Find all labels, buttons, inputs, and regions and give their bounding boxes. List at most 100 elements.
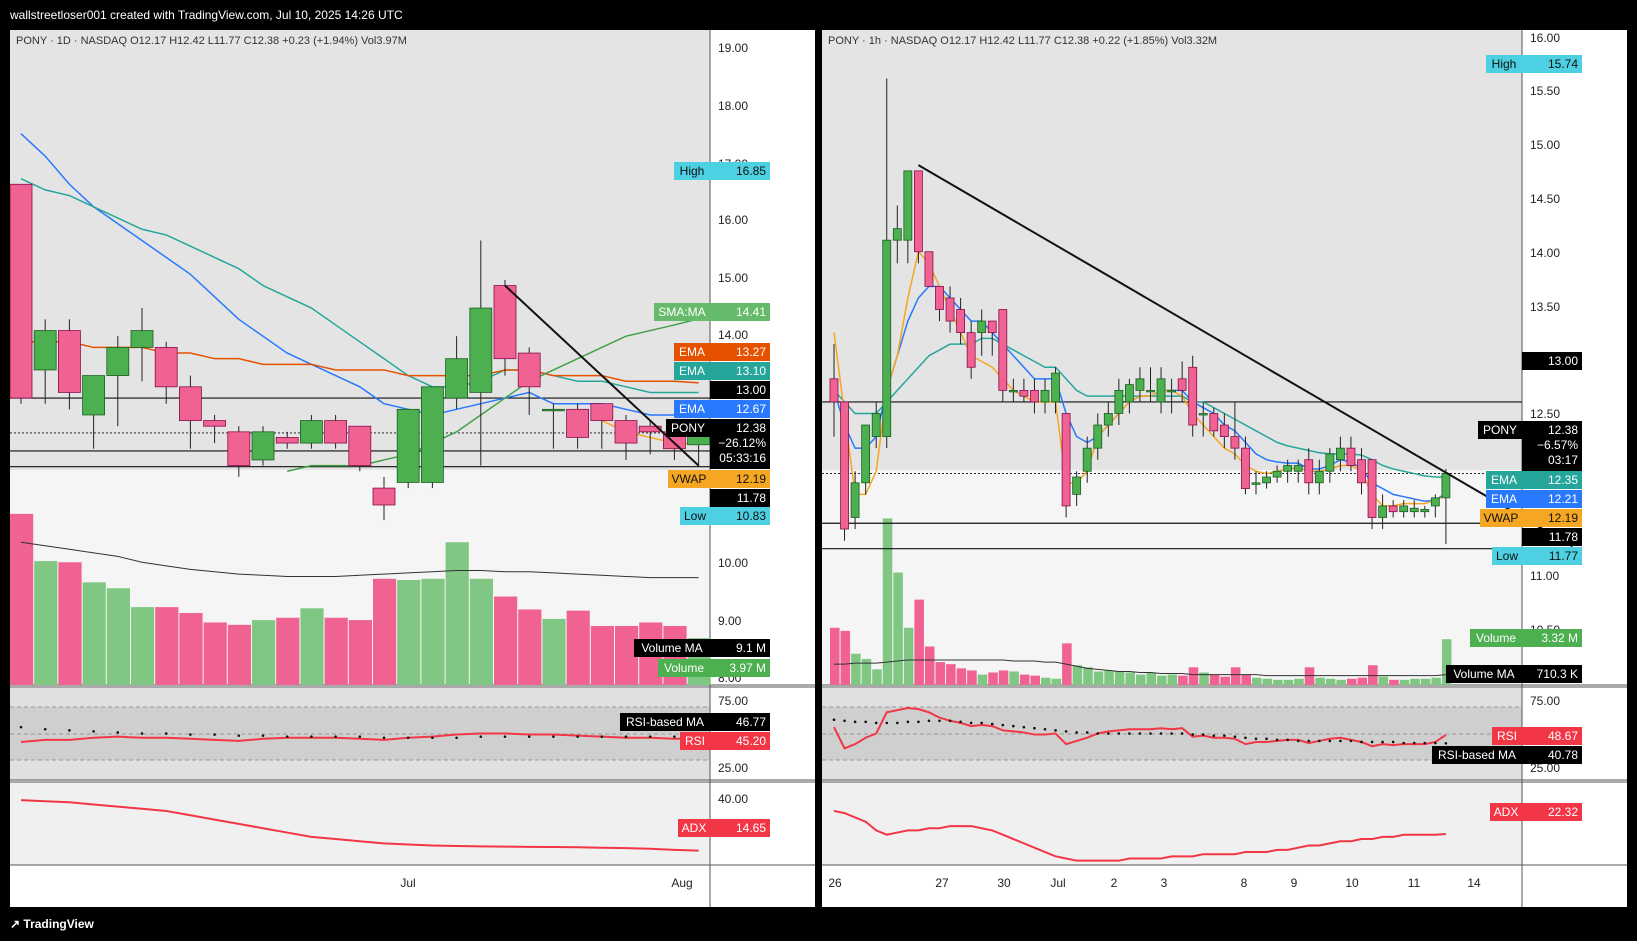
candle-body	[945, 297, 955, 322]
candle-body	[299, 420, 323, 444]
label-value: 12.19	[736, 472, 766, 486]
label-name-box	[674, 362, 710, 380]
hourly-chart-panel[interactable]: PONY · 1h · NASDAQ O12.17 H12.42 L11.77 …	[822, 30, 1627, 907]
label-value: 13.00	[1548, 354, 1578, 368]
volume-bar	[518, 609, 542, 685]
x-tick-label: Jul	[1050, 876, 1065, 890]
candle-body	[58, 330, 81, 393]
volume-bar	[893, 572, 903, 685]
label-name: RSI	[685, 734, 705, 748]
daily-chart-panel[interactable]: PONY · 1D · NASDAQ O12.17 H12.42 L11.77 …	[10, 30, 815, 907]
label-name: EMA	[679, 364, 705, 378]
candle-body	[1241, 447, 1250, 489]
price-tick-label: 19.00	[718, 41, 748, 55]
label-value: 9.1 M	[736, 641, 766, 655]
rsi-ma-dot	[455, 736, 458, 740]
volume-bar	[252, 620, 276, 685]
rsi-ma-dot	[576, 735, 579, 738]
volume-bar	[1051, 678, 1062, 685]
label-value: 14.41	[736, 305, 766, 319]
rsi-ma-dot	[1339, 739, 1342, 743]
label-value-box	[710, 659, 770, 677]
volume-bar	[276, 617, 300, 685]
last-countdown: 05:33:16	[719, 451, 766, 465]
candle-body	[1336, 447, 1345, 461]
label-name-box	[1446, 665, 1522, 683]
volume-bar	[373, 578, 397, 685]
rsi-ma-dot	[948, 719, 952, 723]
rsi-ma-dot	[1381, 740, 1384, 744]
volume-bar	[1072, 665, 1083, 685]
rsi-ma-dot	[990, 722, 994, 726]
rsi-ma-dot	[1328, 739, 1332, 743]
adx-tick-label: 40.00	[718, 792, 748, 806]
label-name: Volume MA	[641, 641, 702, 655]
label-name: Volume	[664, 661, 704, 675]
volume-bar	[348, 620, 372, 685]
label-value: 13.10	[736, 364, 766, 378]
rsi-tick-label: 75.00	[718, 694, 748, 708]
rsi-ma-dot	[382, 736, 386, 740]
label-name-box	[674, 400, 710, 418]
volume-bar	[1019, 674, 1030, 685]
candle-body	[892, 228, 902, 241]
candle-body	[1030, 389, 1039, 403]
label-name: Low	[684, 509, 706, 523]
candle-body	[106, 347, 130, 376]
rsi-line	[833, 707, 1447, 750]
rsi-ma-dot	[1275, 738, 1279, 742]
candle-body	[420, 386, 444, 483]
volume-bar	[615, 626, 639, 685]
candle-body	[1399, 505, 1409, 513]
rsi-ma-dot	[1244, 736, 1247, 740]
rsi-ma-dot	[406, 736, 410, 740]
candle-body	[566, 408, 589, 438]
volume-bar	[58, 562, 82, 685]
volume-bar	[566, 610, 590, 685]
candle-body	[1304, 459, 1314, 484]
label-value-box	[710, 507, 770, 525]
label-value-box	[1522, 471, 1582, 489]
candle-body	[966, 332, 976, 368]
label-value: 12.19	[1548, 511, 1578, 525]
rsi-ma-dot	[843, 719, 846, 723]
label-value-box	[1522, 509, 1582, 527]
label-name-box	[678, 819, 710, 837]
hourly-chart-svg[interactable]: PONY · 1h · NASDAQ O12.17 H12.42 L11.77 …	[822, 30, 1627, 907]
volume-bar	[1030, 675, 1040, 685]
brand-text[interactable]: TradingView	[23, 917, 94, 931]
volume-bar	[1273, 679, 1283, 685]
label-value: 710.3 K	[1537, 667, 1578, 681]
credit-bar: wallstreetloser001 created with TradingV…	[0, 0, 1637, 30]
volume-bar	[1399, 679, 1410, 685]
candle-body	[840, 401, 849, 530]
x-tick-label: 9	[1291, 876, 1298, 890]
price-pane-upper-bg	[10, 30, 710, 470]
last-value: 12.38	[736, 421, 766, 435]
rsi-ma-dot	[1117, 732, 1121, 735]
rsi-ma-dot	[1444, 741, 1448, 745]
label-value-box	[710, 639, 770, 657]
x-tick-label: Aug	[671, 876, 692, 890]
label-name-box	[1486, 471, 1522, 489]
volume-bar	[1209, 674, 1220, 685]
label-name: EMA	[679, 345, 705, 359]
rsi-ma-dot	[1159, 732, 1163, 735]
label-name: EMA	[1491, 473, 1517, 487]
rsi-ma-dot	[980, 721, 983, 725]
last-value-box	[1522, 421, 1582, 471]
last-change: −26.12%	[718, 436, 766, 450]
volume-bar	[469, 578, 493, 685]
daily-chart-svg[interactable]: PONY · 1D · NASDAQ O12.17 H12.42 L11.77 …	[10, 30, 815, 907]
candle-body	[130, 330, 154, 348]
volume-bar	[421, 578, 445, 685]
candle-body	[445, 358, 469, 399]
rsi-ma-dot	[1391, 740, 1395, 744]
label-value: 46.77	[736, 715, 766, 729]
volume-bar	[10, 513, 34, 685]
label-name: ADX	[682, 821, 707, 835]
candle-body	[1146, 389, 1155, 393]
price-tick-label: 9.00	[718, 614, 742, 628]
volume-bar	[1167, 674, 1178, 685]
rsi-ma-dot	[1180, 732, 1184, 735]
